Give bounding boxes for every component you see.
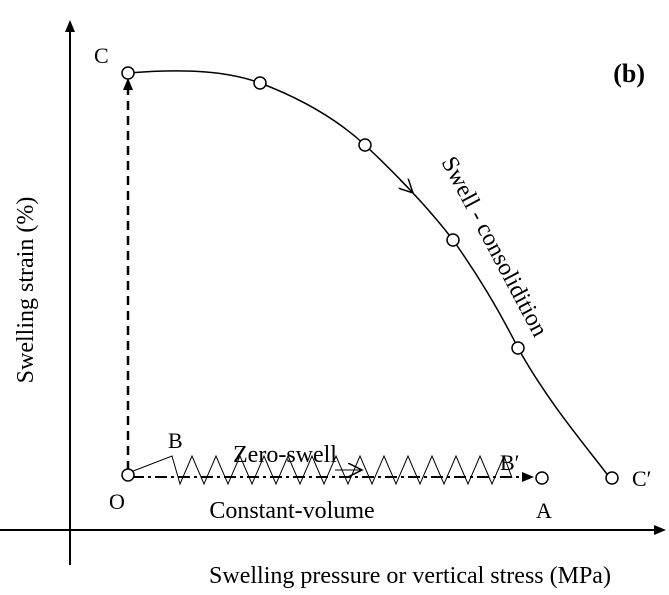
path-label: Constant-volume [209, 498, 374, 524]
point-label: A [536, 498, 552, 523]
point-label: B [168, 428, 183, 453]
x-axis-label: Swelling pressure or vertical stress (MP… [209, 563, 611, 589]
zero-swell-path [127, 454, 513, 486]
point-label: C′ [632, 466, 652, 491]
point-label: O [109, 489, 125, 514]
point-label: C [94, 43, 109, 68]
point-label: B′ [500, 450, 520, 475]
panel-label: (b) [613, 59, 645, 88]
y-axis-label: Swelling strain (%) [13, 197, 39, 384]
points [121, 66, 619, 485]
curve-arrow [400, 180, 413, 193]
path-label: Zero-swell [233, 442, 337, 468]
curve [127, 70, 611, 479]
